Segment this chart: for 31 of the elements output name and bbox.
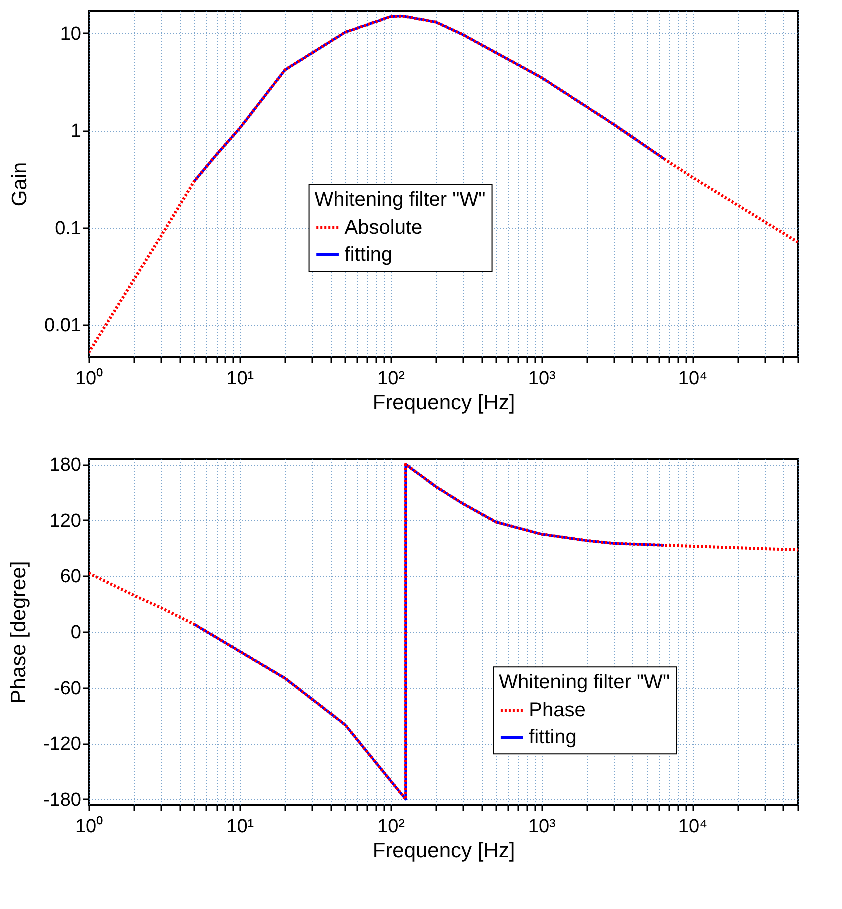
y-tick-label: 0.01	[44, 316, 82, 337]
y-tick-label: 0.1	[55, 218, 82, 240]
y-tick-label: 0	[70, 622, 82, 644]
legend-title: Whitening filter "W"	[499, 672, 670, 694]
x-tick-label: 10¹	[226, 816, 254, 838]
y-axis-title: Gain	[8, 162, 32, 207]
x-tick-label: 10²	[378, 816, 406, 838]
legend-title: Whitening filter "W"	[314, 189, 486, 211]
y-tick-label: -60	[54, 678, 82, 700]
x-axis-title: Frequency [Hz]	[372, 392, 516, 414]
x-tick-label: 10³	[528, 368, 556, 390]
x-axis-title: Frequency [Hz]	[372, 840, 516, 862]
y-tick-label: 10	[60, 24, 82, 45]
y-axis-title: Phase [degree]	[7, 561, 30, 704]
x-tick-label: 10⁴	[678, 816, 708, 838]
x-tick-label: 10⁰	[75, 816, 104, 838]
x-tick-label: 10⁴	[678, 368, 708, 390]
legend-label: Phase	[529, 700, 586, 722]
x-tick-label: 10²	[378, 368, 406, 390]
y-tick-label: 120	[50, 510, 82, 532]
legend-label: fitting	[344, 244, 393, 266]
x-tick-label: 10³	[528, 816, 556, 838]
y-tick-label: 1	[70, 121, 82, 142]
legend-label: fitting	[529, 726, 577, 749]
y-tick-label: 180	[50, 455, 82, 476]
y-tick-label: -120	[43, 734, 82, 756]
legend-label: Absolute	[344, 217, 423, 239]
y-tick-label: 60	[60, 566, 82, 588]
x-tick-label: 10¹	[226, 368, 254, 390]
y-tick-label: -180	[43, 790, 82, 811]
x-tick-label: 10⁰	[75, 368, 104, 390]
